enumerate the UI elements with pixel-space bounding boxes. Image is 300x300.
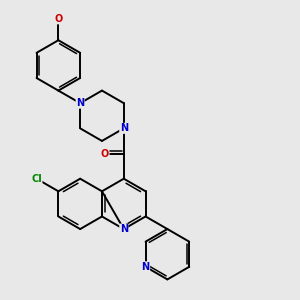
Text: N: N xyxy=(120,123,128,134)
Text: N: N xyxy=(76,98,84,108)
Text: N: N xyxy=(142,262,150,272)
Text: Cl: Cl xyxy=(31,174,42,184)
Text: O: O xyxy=(101,148,109,158)
Text: O: O xyxy=(54,14,62,24)
Text: N: N xyxy=(120,224,128,234)
